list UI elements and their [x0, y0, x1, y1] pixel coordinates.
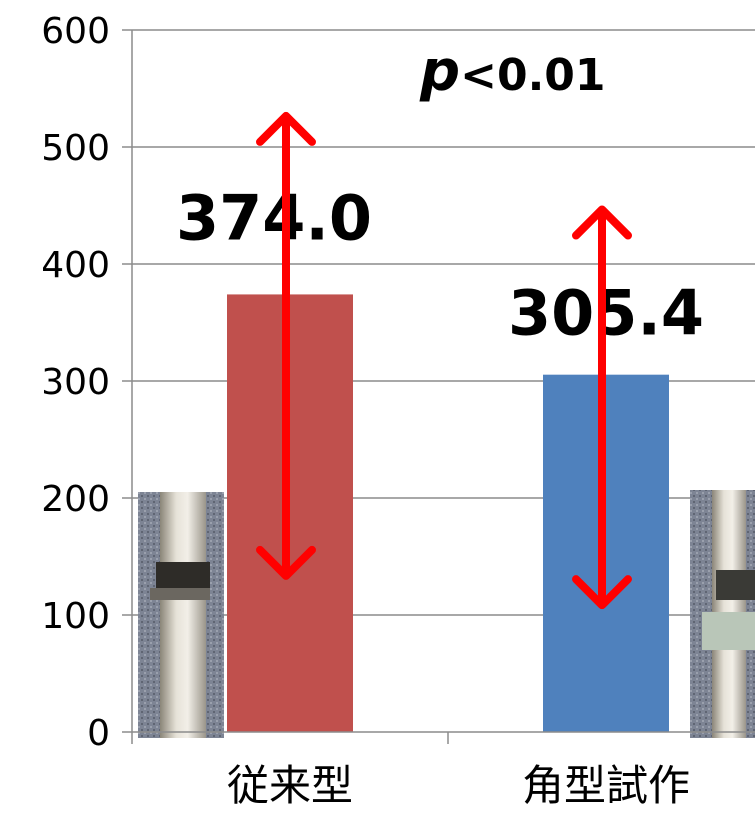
y-tick-label-100: 100 — [41, 596, 110, 637]
p-value-italic: p — [419, 39, 460, 104]
category-label-0: 従来型 — [227, 761, 353, 810]
category-labels: 従来型 角型試作 — [227, 761, 690, 810]
p-value-annotation: p<0.01 — [419, 39, 606, 104]
y-tick-label-500: 500 — [41, 128, 110, 169]
y-tick-label-0: 0 — [87, 713, 110, 754]
y-tick-label-600: 600 — [41, 11, 110, 52]
error-arrow-0 — [256, 111, 316, 580]
category-label-1: 角型試作 — [522, 761, 690, 810]
y-tick-label-200: 200 — [41, 479, 110, 520]
y-tick-label-300: 300 — [41, 362, 110, 403]
product-photo-square-prototype — [690, 490, 755, 738]
x-axis-ticks — [131, 732, 449, 744]
product-photo-conventional — [138, 492, 224, 738]
y-axis-ticks: 0 100 200 300 400 500 600 — [41, 11, 132, 754]
error-arrow-1 — [572, 205, 632, 610]
error-arrows — [256, 111, 632, 610]
y-tick-label-400: 400 — [41, 245, 110, 286]
p-value-threshold: <0.01 — [460, 50, 605, 101]
data-label-0: 374.0 — [176, 181, 372, 254]
